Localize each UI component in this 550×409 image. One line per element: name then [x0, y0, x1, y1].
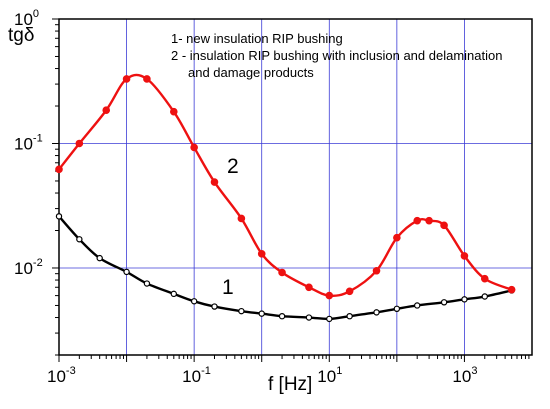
series-1-point-10	[278, 312, 286, 320]
legend-entry-2-continued: and damage products	[188, 65, 314, 80]
grid	[59, 19, 532, 355]
series-1-point-12	[326, 315, 333, 323]
series-2-point-2	[102, 106, 111, 115]
series-1-point-19	[481, 293, 488, 300]
series-1-point-8	[238, 307, 245, 315]
series-1-point-7	[211, 303, 218, 310]
series-1-point-15	[393, 305, 401, 313]
x-tick-label-1: 10-1	[182, 365, 211, 386]
series-2-point-16	[413, 216, 421, 225]
series-1-point-3	[123, 268, 130, 276]
series-2-point-21	[507, 285, 516, 294]
series-1-point-17	[440, 299, 448, 306]
series-2-point-14	[372, 266, 381, 275]
y-axis-label: tgδ	[8, 25, 34, 46]
series-2-point-15	[393, 233, 401, 242]
plot-frame	[58, 18, 533, 356]
series-2-point-17	[425, 216, 433, 225]
series-1-point-5	[170, 290, 178, 298]
x-tick-label-2: 101	[317, 365, 342, 386]
series-2-point-9	[257, 249, 266, 258]
series-2	[55, 73, 516, 300]
y-tick-labels: 100 10-1 10-2	[14, 8, 43, 278]
legend-entry-1: 1- new insulation RIP bushing	[171, 31, 343, 46]
series-1-point-4	[143, 280, 151, 287]
series-1-point-0	[55, 213, 63, 220]
series-1-point-9	[258, 310, 265, 317]
series-2-point-7	[210, 178, 219, 186]
series-1-point-6	[190, 298, 198, 305]
series-2-line	[58, 73, 513, 297]
series-1-point-13	[346, 312, 353, 320]
x-tick-labels: 10-3 10-1 101 103	[47, 365, 477, 386]
series-1-point-1	[76, 236, 83, 243]
y-tick-label-2: 10-2	[14, 257, 43, 278]
x-tick-label-0: 10-3	[47, 365, 76, 386]
legend-entry-2: 2 - insulation RIP bushing with inclusio…	[171, 48, 502, 63]
series-2-point-5	[170, 107, 178, 116]
series-1-point-18	[461, 296, 468, 303]
series-2-point-8	[237, 214, 246, 223]
series-1-point-14	[373, 309, 380, 316]
legend: 1- new insulation RIP bushing 2 - insula…	[171, 31, 502, 80]
series-2-point-12	[325, 291, 334, 300]
series-2-point-13	[345, 287, 354, 296]
series-1-point-11	[305, 314, 313, 321]
series-2-point-18	[440, 221, 448, 230]
series-2-point-1	[75, 139, 84, 148]
curve-label-2: 2	[227, 155, 239, 178]
y-tick-label-0: 100	[14, 8, 39, 29]
series-2-point-6	[190, 143, 198, 152]
y-tick-label-1: 10-1	[14, 132, 43, 153]
series-1	[55, 213, 515, 323]
series-2-point-4	[143, 75, 151, 83]
series-layer	[55, 73, 516, 323]
series-2-point-19	[460, 252, 469, 260]
curve-label-1: 1	[222, 276, 234, 299]
series-2-point-0	[55, 165, 63, 174]
series-2-point-11	[305, 283, 313, 292]
series-2-point-10	[278, 268, 286, 277]
x-axis-label: f [Hz]	[268, 374, 312, 395]
axis-ticks	[52, 18, 530, 362]
x-tick-label-3: 103	[452, 365, 477, 386]
series-2-point-20	[480, 274, 489, 283]
series-2-point-3	[122, 75, 131, 83]
series-1-point-2	[96, 254, 103, 262]
series-1-point-16	[413, 302, 421, 309]
